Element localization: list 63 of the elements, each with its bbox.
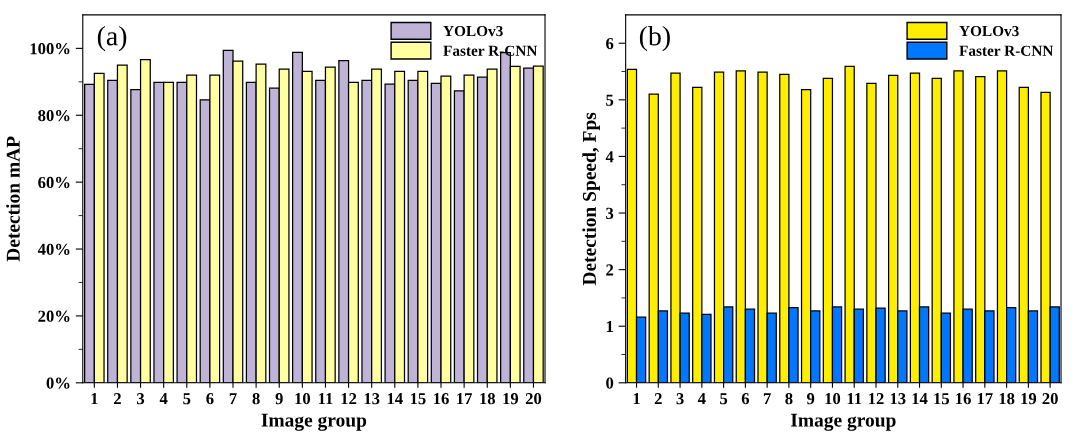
x-tick-label: 18: [999, 393, 1015, 405]
x-tick-label: 1: [91, 393, 98, 405]
y-axis-title: Detection mAP: [6, 136, 20, 262]
x-tick-label: 19: [1021, 393, 1037, 405]
annotation: (b): [639, 25, 670, 52]
x-axis-title: Image group: [790, 413, 896, 431]
x-tick-label: 12: [868, 393, 884, 405]
x-tick-label: 18: [480, 393, 496, 405]
legend-label: Faster R-CNN: [443, 45, 538, 56]
x-axis-title: Image group: [261, 413, 367, 431]
x-tick-label: 13: [364, 393, 380, 405]
x-tick-label: 10: [295, 393, 311, 405]
x-tick-label: 10: [825, 393, 841, 405]
x-tick-label: 11: [847, 393, 862, 405]
legend-label: Faster R-CNN: [959, 45, 1054, 56]
x-tick-label: 4: [697, 393, 706, 405]
x-tick-label: 3: [137, 393, 145, 405]
x-tick-label: 16: [434, 393, 449, 405]
x-tick-label: 11: [318, 393, 333, 405]
y-tick-label: 80%: [38, 109, 70, 122]
x-tick-label: 16: [956, 393, 971, 405]
y-tick-label: 20%: [38, 310, 70, 322]
y-tick-label: 2: [606, 264, 614, 276]
y-tick-label: 40%: [37, 243, 70, 256]
x-tick-label: 15: [410, 393, 426, 405]
x-tick-label: 8: [252, 393, 260, 405]
x-tick-label: 5: [183, 393, 191, 405]
annotation: (a): [97, 25, 127, 52]
x-tick-label: 20: [525, 393, 542, 405]
legend-label: YOLOv3: [443, 25, 503, 37]
x-tick-label: 20: [1042, 393, 1058, 405]
x-tick-label: 8: [785, 393, 793, 405]
legend-label: YOLOv3: [959, 25, 1019, 37]
x-tick-label: 7: [229, 393, 237, 405]
x-tick-label: 13: [890, 393, 906, 405]
y-tick-label: 1: [606, 320, 613, 332]
y-tick-label: 0%: [46, 377, 70, 389]
x-tick-label: 14: [912, 393, 928, 405]
y-tick-label: 0: [606, 377, 614, 389]
x-tick-label: 9: [806, 393, 815, 405]
x-tick-label: 3: [676, 393, 684, 405]
x-tick-label: 9: [275, 393, 283, 405]
y-tick-label: 6: [606, 37, 614, 50]
y-tick-label: 3: [606, 207, 614, 219]
y-tick-label: 100%: [30, 43, 70, 55]
x-tick-label: 17: [457, 393, 473, 405]
x-tick-label: 4: [159, 393, 168, 405]
x-tick-label: 1: [633, 393, 640, 405]
y-tick-label: 5: [606, 94, 614, 106]
x-tick-label: 15: [934, 393, 950, 405]
y-tick-label: 4: [605, 151, 614, 163]
x-tick-label: 6: [206, 393, 214, 405]
x-tick-label: 2: [654, 393, 662, 405]
x-tick-label: 5: [720, 393, 728, 405]
x-tick-label: 7: [763, 393, 771, 405]
y-axis-title: Detection Speed, Fps: [582, 112, 600, 286]
x-tick-label: 19: [503, 393, 519, 405]
x-tick-label: 17: [977, 393, 993, 405]
x-tick-label: 6: [741, 393, 750, 405]
y-tick-label: 60%: [38, 176, 70, 189]
x-tick-label: 12: [341, 393, 357, 405]
x-tick-label: 2: [113, 393, 121, 405]
x-tick-label: 14: [387, 393, 403, 405]
